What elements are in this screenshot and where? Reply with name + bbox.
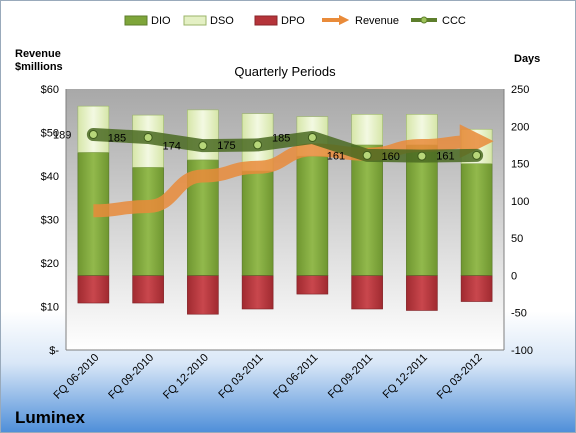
category-label: FQ 09-2010	[106, 352, 156, 402]
dpo-bar	[241, 275, 274, 310]
dpo-bar	[187, 275, 219, 315]
ccc-point	[198, 141, 208, 151]
dpo-bar	[296, 275, 329, 295]
legend: DIO DSO DPO Revenue CCC	[124, 14, 466, 27]
dio-bar	[406, 144, 438, 276]
category-labels: FQ 06-2010 FQ 09-2010 FQ 12-2010 FQ 03-2011…	[52, 352, 485, 402]
ccc-line	[86, 127, 484, 163]
line-series: 189 185 174 175 185 161 160 161	[53, 124, 494, 218]
left-tick-label: $30	[41, 215, 59, 227]
right-axis-ticks: -100 -50 0 50 100 150 200 250	[511, 84, 533, 357]
right-tick-label: 100	[511, 196, 529, 208]
category-label: FQ 12-2010	[161, 352, 211, 402]
ccc-data-label: 185	[108, 132, 126, 144]
category-label: FQ 06-2011	[271, 352, 320, 401]
ccc-point	[143, 132, 153, 142]
left-tick-label: $40	[41, 171, 59, 183]
category-label: FQ 09-2011	[326, 352, 375, 401]
ccc-data-label: 175	[217, 140, 235, 152]
dso-bar	[351, 114, 383, 146]
legend-dpo-swatch	[254, 15, 278, 26]
right-tick-label: -50	[511, 308, 527, 320]
left-tick-label: $20	[41, 258, 59, 270]
dpo-bar	[460, 275, 493, 302]
ccc-point	[307, 132, 317, 142]
dpo-bar	[351, 275, 383, 310]
ccc-data-label: 160	[382, 151, 400, 163]
category-label: FQ 06-2010	[52, 352, 102, 402]
dio-bar	[132, 167, 164, 276]
right-tick-label: 200	[511, 121, 529, 133]
right-tick-label: 0	[511, 270, 517, 282]
brand-label: Luminex	[15, 408, 85, 427]
plot-area	[66, 89, 504, 350]
dio-bar	[296, 155, 329, 276]
right-tick-label: -100	[511, 345, 533, 357]
right-axis-title: Days	[514, 53, 540, 65]
dpo-bar	[406, 275, 438, 311]
right-tick-label: 50	[511, 233, 523, 245]
ccc-point	[253, 140, 263, 150]
dio-bar	[460, 163, 493, 276]
ccc-data-label: 161	[327, 150, 345, 162]
ccc-point	[362, 150, 372, 160]
legend-ccc-label: CCC	[442, 15, 466, 27]
left-tick-label: $-	[49, 345, 59, 357]
chart-title: Quarterly Periods	[234, 64, 336, 79]
category-label: FQ 03-2011	[216, 352, 265, 401]
category-label: FQ 12-2011	[381, 352, 430, 401]
ccc-data-label: 174	[163, 141, 181, 153]
dpo-bar	[77, 275, 110, 304]
left-axis-title-line2: $millions	[15, 61, 63, 73]
legend-dso-swatch	[183, 15, 207, 26]
right-tick-label: 150	[511, 159, 529, 171]
legend-dso-label: DSO	[210, 15, 234, 27]
left-tick-label: $60	[41, 84, 59, 96]
category-label: FQ 03-2012	[435, 352, 485, 402]
ccc-data-label: 189	[53, 129, 71, 141]
revenue-line	[93, 124, 494, 218]
right-tick-label: 250	[511, 84, 529, 96]
legend-ccc-marker	[420, 16, 428, 24]
ccc-point	[472, 150, 482, 160]
dso-bar	[187, 109, 219, 161]
left-tick-label: $50	[41, 128, 59, 140]
dpo-bar	[132, 275, 164, 304]
legend-dpo-label: DPO	[281, 15, 305, 27]
ccc-point	[88, 129, 98, 139]
left-tick-label: $10	[41, 302, 59, 314]
legend-dio-swatch	[124, 15, 148, 26]
dio-bar	[351, 144, 383, 276]
dio-bar	[241, 170, 274, 276]
ccc-data-label: 185	[272, 132, 290, 144]
legend-revenue-label: Revenue	[355, 15, 399, 27]
left-axis-title-line1: Revenue	[15, 48, 61, 60]
ccc-data-label: 161	[436, 150, 454, 162]
left-axis-ticks: $- $10 $20 $30 $40 $50 $60	[41, 84, 60, 357]
legend-dio-label: DIO	[151, 15, 171, 27]
ccc-point	[417, 151, 427, 161]
